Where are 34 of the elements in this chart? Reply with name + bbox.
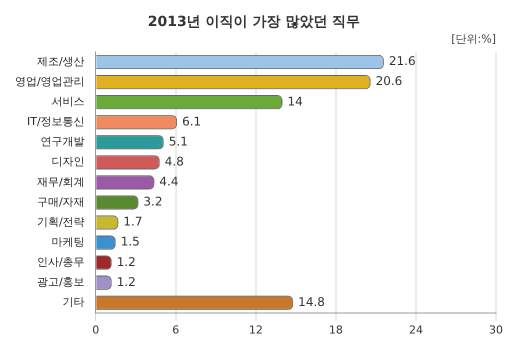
data-label: 1.5	[120, 234, 140, 249]
y-tick-label: 연구개발	[40, 135, 85, 148]
x-tick-label: 12	[248, 323, 263, 336]
y-tick-label: 영업/영업관리	[14, 74, 85, 88]
x-tick-label: 30	[489, 323, 503, 336]
data-label: 1.2	[116, 254, 136, 269]
data-label: 14	[288, 94, 303, 108]
data-label: 14.8	[298, 294, 325, 309]
y-tick-label: 서비스	[52, 95, 85, 108]
data-label: 1.2	[116, 274, 136, 289]
x-tick-label: 0	[92, 323, 100, 336]
data-label: 3.2	[143, 194, 162, 209]
y-tick-label: 디자인	[52, 155, 85, 168]
y-tick-label: IT/정보통신	[27, 115, 85, 128]
y-tick-label: 인사/총무	[36, 256, 85, 269]
y-tick-label: 기획/전략	[36, 215, 85, 228]
data-label: 5.1	[168, 134, 188, 148]
y-tick-label: 재무/회계	[36, 175, 85, 188]
y-tick-label: 구매/자재	[36, 195, 85, 208]
y-tick-label: 기타	[62, 296, 85, 309]
data-label: 21.6	[388, 54, 416, 68]
y-tick-label: 제조/생산	[36, 54, 85, 68]
chart-title: 2013년 이직이 가장 많았던 직무	[148, 14, 360, 30]
data-label: 4.4	[159, 174, 179, 189]
data-label: 20.6	[376, 74, 402, 88]
x-tick-label: 6	[172, 323, 180, 336]
x-tick-label: 18	[328, 323, 343, 336]
data-label: 4.8	[164, 154, 184, 168]
y-tick-label: 광고/홍보	[36, 276, 85, 289]
x-tick-label: 24	[408, 323, 423, 336]
data-label: 6.1	[182, 114, 202, 128]
data-label: 1.7	[123, 214, 142, 229]
chart-subtitle: [단위:%]	[451, 32, 496, 46]
y-tick-label: 마케팅	[52, 235, 85, 248]
